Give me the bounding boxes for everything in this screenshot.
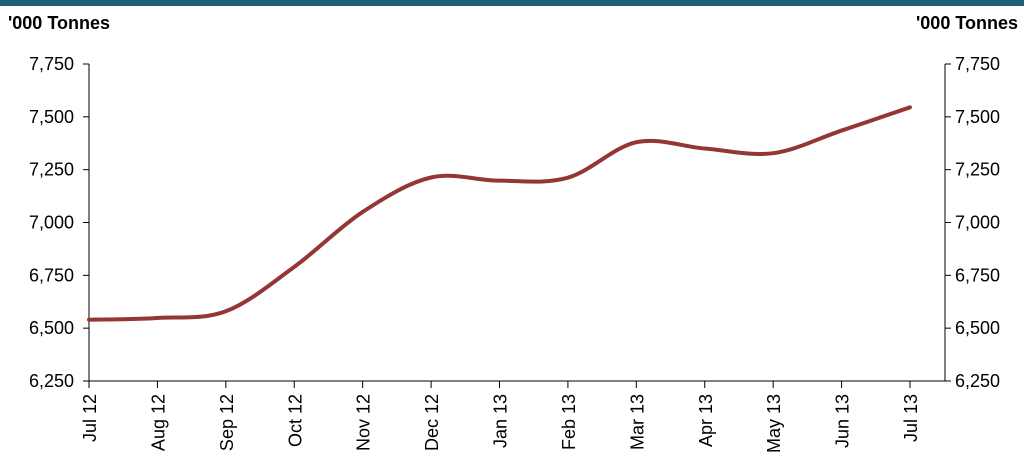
data-point	[156, 317, 158, 319]
x-tick-label: Jul 12	[80, 394, 100, 442]
data-point	[225, 310, 227, 312]
y-tick-label-right: 7,500	[955, 107, 1000, 127]
data-point	[772, 152, 774, 154]
y-tick-label-left: 6,500	[29, 318, 74, 338]
x-tick-label: Sep 12	[217, 394, 237, 451]
data-point	[567, 177, 569, 179]
y-tick-label-right: 6,500	[955, 318, 1000, 338]
x-tick-label: Mar 13	[627, 394, 647, 450]
x-tick-label: May 13	[764, 394, 784, 453]
x-tick-label: Oct 12	[285, 394, 305, 447]
x-tick-label: Jul 13	[901, 394, 921, 442]
data-point	[499, 180, 500, 182]
right-axis-unit-label: '000 Tonnes	[916, 13, 1018, 33]
y-tick-label-right: 7,000	[955, 213, 1000, 233]
y-tick-label-right: 7,750	[955, 54, 1000, 74]
x-tick-label: Feb 13	[559, 394, 579, 450]
y-tick-label-left: 7,250	[29, 160, 74, 180]
y-tick-label-left: 7,500	[29, 107, 74, 127]
x-tick-label: Nov 12	[354, 394, 374, 451]
data-point	[430, 176, 432, 178]
data-point	[909, 106, 911, 108]
x-tick-label: Dec 12	[422, 394, 442, 451]
tick-labels: 6,250 6,250 6,500 6,500 6,750 6,750 7,000 7,000…	[29, 54, 1000, 453]
header-band	[0, 0, 1024, 6]
x-tick-label: Jun 13	[833, 394, 853, 448]
y-tick-label-left: 7,000	[29, 213, 74, 233]
series-layer	[87, 105, 912, 322]
x-tick-label: Aug 12	[148, 394, 168, 451]
data-point	[362, 211, 364, 213]
left-axis-unit-label: '000 Tonnes	[8, 13, 110, 33]
x-tick-label: Apr 13	[696, 394, 716, 447]
data-point	[841, 130, 843, 132]
series-line-0	[87, 105, 912, 322]
y-tick-label-right: 7,250	[955, 160, 1000, 180]
data-point	[88, 319, 90, 321]
y-tick-label-right: 6,750	[955, 265, 1000, 285]
data-point	[704, 148, 706, 150]
axes	[83, 63, 951, 388]
y-tick-label-right: 6,250	[955, 371, 1000, 391]
y-tick-label-left: 6,250	[29, 371, 74, 391]
data-point	[293, 266, 295, 268]
x-tick-label: Jan 13	[491, 394, 511, 448]
data-point	[635, 141, 637, 143]
y-tick-label-left: 7,750	[29, 54, 74, 74]
y-tick-label-left: 6,750	[29, 265, 74, 285]
